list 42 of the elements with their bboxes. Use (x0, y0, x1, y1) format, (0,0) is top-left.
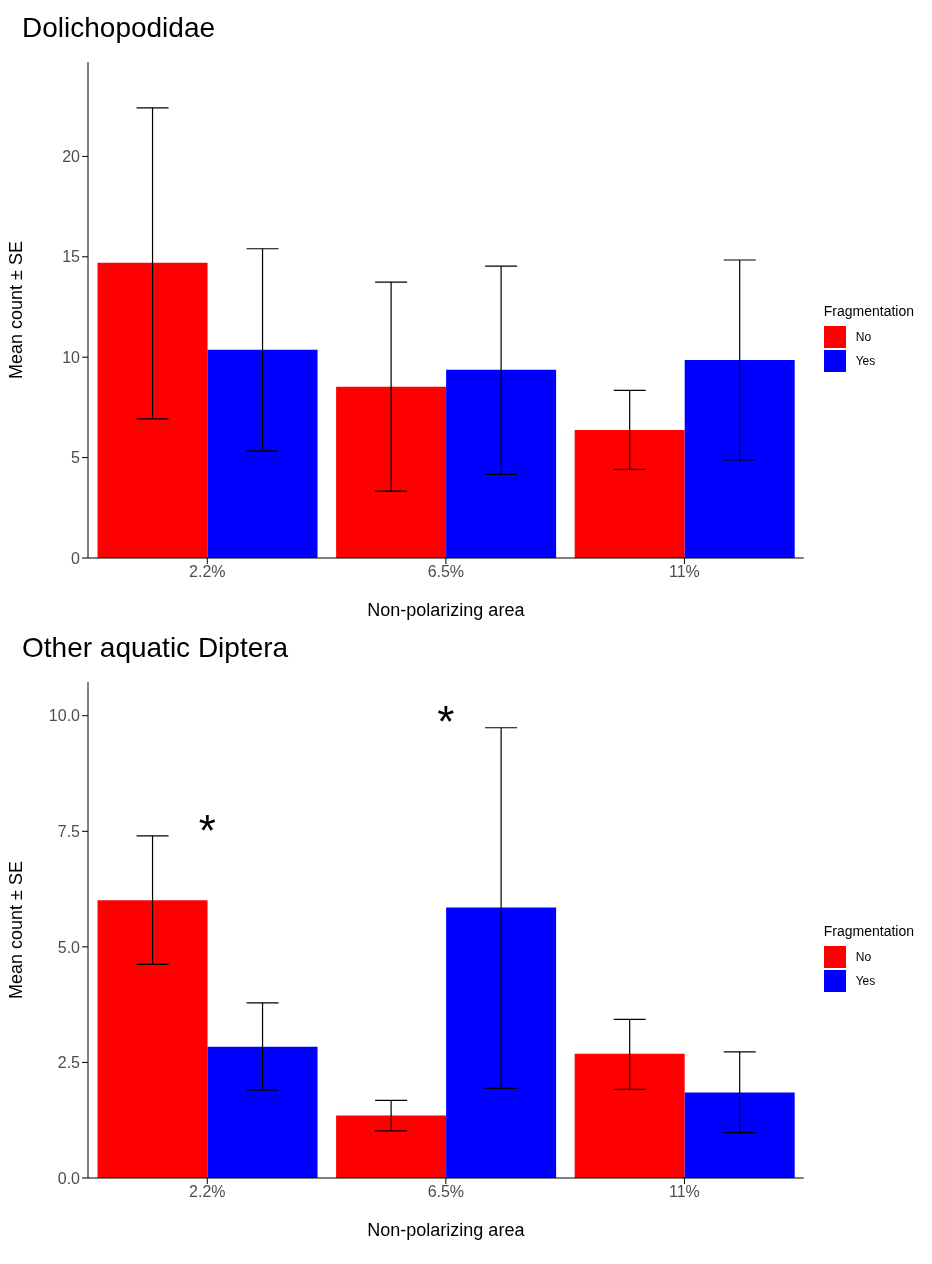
chart-title: Other aquatic Diptera (21, 631, 290, 665)
x-tick-label: 2.2% (189, 1183, 226, 1201)
y-tick-label: 20 (62, 148, 81, 166)
x-tick-label: 6.5% (427, 1183, 465, 1201)
y-axis-title: Mean count ± SE (6, 241, 27, 379)
x-axis-title: Non-polarizing area (367, 600, 526, 620)
bar (336, 386, 447, 558)
y-tick-label: 0.0 (57, 1169, 81, 1187)
x-tick-label: 11% (669, 563, 700, 581)
x-tick-label: 6.5% (427, 563, 465, 581)
y-tick-label: 5 (71, 449, 81, 467)
y-tick-label: 10.0 (48, 707, 81, 725)
x-tick-label: 2.2% (189, 563, 226, 581)
annotation: * (437, 697, 455, 747)
bar (574, 1053, 685, 1178)
y-axis-title: Mean count ± SE (6, 861, 27, 999)
bar (97, 900, 208, 1178)
bar (446, 907, 557, 1178)
bar (207, 349, 318, 558)
annotation: * (198, 805, 216, 855)
y-tick-label: 7.5 (57, 822, 81, 840)
legend-label: Yes (855, 354, 876, 368)
bar (574, 430, 685, 558)
bar (684, 1092, 795, 1178)
y-tick-label: 5.0 (57, 938, 81, 956)
chart-title: Dolichopodidae (21, 11, 217, 45)
legend-label: Yes (855, 974, 876, 988)
legend-title: Fragmentation (823, 303, 914, 319)
bar (97, 262, 208, 558)
legend-label: No (855, 330, 872, 344)
y-tick-label: 15 (62, 248, 81, 266)
bar (207, 1046, 318, 1178)
legend-title: Fragmentation (823, 923, 914, 939)
x-axis-title: Non-polarizing area (367, 1220, 526, 1240)
y-tick-label: 10 (62, 348, 81, 366)
x-tick-label: 11% (669, 1183, 700, 1201)
bar (446, 369, 557, 558)
y-tick-label: 2.5 (57, 1054, 81, 1072)
bar (684, 360, 795, 558)
y-tick-label: 0 (71, 549, 81, 567)
bar (336, 1115, 447, 1178)
legend-label: No (855, 950, 872, 964)
